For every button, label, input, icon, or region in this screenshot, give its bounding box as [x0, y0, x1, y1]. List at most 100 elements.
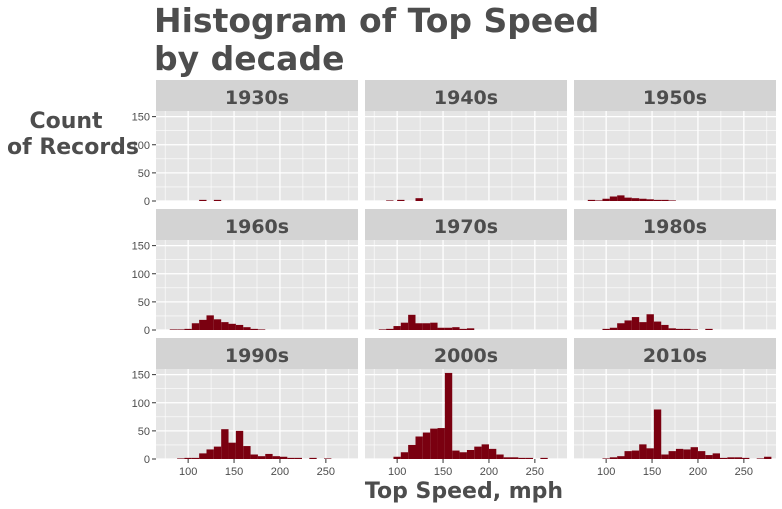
histogram-bar — [206, 315, 214, 330]
histogram-bar — [705, 455, 713, 459]
y-tick-label: 150 — [132, 370, 150, 382]
facet-panel-1940s: 1940s — [365, 80, 567, 202]
x-tick-label: 100 — [179, 466, 197, 478]
y-tick-label: 150 — [132, 241, 150, 253]
facet-strip-label: 2010s — [643, 345, 707, 367]
facet-strip — [365, 80, 567, 111]
histogram-bar — [250, 454, 258, 459]
histogram-bar — [177, 458, 185, 459]
facet-panel-2000s: 2000s 100 150 200 250 — [365, 338, 567, 478]
histogram-bar — [624, 451, 632, 459]
histogram-bar — [639, 444, 647, 459]
histogram-bar — [646, 314, 654, 330]
histogram-bar — [481, 444, 489, 459]
histogram-bar — [639, 322, 647, 330]
histogram-bar — [734, 457, 743, 459]
histogram-bar — [719, 457, 728, 459]
histogram-bar — [617, 323, 625, 330]
histogram-bar — [444, 327, 453, 330]
facet-panel-2010s: 2010s 100 150 200 250 — [574, 338, 776, 478]
facet-panel-1950s: 1950s — [574, 80, 776, 202]
histogram-bar — [646, 199, 654, 201]
histogram-bar — [624, 320, 632, 330]
histogram-bar — [690, 329, 698, 330]
facet-strip — [574, 338, 776, 369]
histogram-bar — [518, 457, 526, 459]
histogram-bar — [294, 457, 302, 459]
histogram-bar — [422, 323, 431, 330]
histogram-bar — [756, 458, 765, 459]
histogram-bar — [496, 454, 504, 459]
histogram-bar — [661, 324, 669, 330]
histogram-bar — [675, 448, 684, 459]
histogram-bar — [199, 199, 207, 201]
x-tick-label: 150 — [434, 466, 452, 478]
histogram-bar — [675, 328, 684, 330]
histogram-bar — [683, 328, 691, 330]
y-tick-label: 50 — [138, 426, 150, 438]
y-tick-label: 50 — [138, 168, 150, 180]
histogram-bar — [653, 321, 662, 330]
histogram-bar — [235, 430, 244, 459]
x-tick-label: 200 — [689, 466, 707, 478]
facet-panel-1930s: 1930s 0 50 100 150 — [132, 80, 358, 208]
y-axis-title-line-1: Count — [29, 109, 103, 134]
histogram-bar — [705, 328, 713, 330]
facet-strip — [365, 338, 567, 369]
x-tick-label: 200 — [271, 466, 289, 478]
histogram-bar — [415, 436, 423, 459]
histogram-bar — [228, 442, 236, 459]
histogram-bar — [631, 317, 640, 330]
histogram-bar — [279, 456, 288, 459]
x-tick-label: 100 — [388, 466, 406, 478]
chart-title-line-2: by decade — [154, 39, 344, 78]
histogram-bar — [742, 457, 750, 459]
x-tick-label: 100 — [597, 466, 615, 478]
histogram-bar — [452, 327, 460, 330]
y-tick-label: 0 — [144, 196, 150, 208]
histogram-bar — [257, 329, 266, 330]
histogram-bar — [408, 314, 416, 330]
histogram-bar — [683, 449, 691, 459]
histogram-bar — [199, 453, 207, 459]
histogram-bar — [235, 324, 244, 330]
histogram-bar — [474, 446, 482, 459]
histogram-bar — [386, 328, 394, 330]
histogram-bar — [661, 199, 669, 201]
histogram-bar — [397, 199, 405, 201]
histogram-bar — [400, 452, 409, 459]
facet-strip — [156, 209, 358, 240]
histogram-bar — [488, 448, 497, 459]
histogram-bar — [184, 457, 192, 459]
y-tick-label: 0 — [144, 454, 150, 466]
histogram-bar — [661, 454, 669, 459]
x-tick-label: 150 — [643, 466, 661, 478]
facet-panel-1980s: 1980s — [574, 209, 776, 331]
histogram-bar — [250, 328, 258, 330]
histogram-bar — [309, 457, 317, 459]
histogram-bar — [466, 450, 475, 459]
histogram-bar — [422, 432, 431, 459]
histogram-bar — [503, 457, 511, 459]
x-axis-title: Top Speed, mph — [365, 479, 563, 504]
histogram-bar — [609, 457, 618, 459]
facet-strip — [156, 80, 358, 111]
histogram-bar — [712, 453, 720, 459]
histogram-bar — [459, 452, 467, 459]
histogram-bar — [452, 450, 460, 459]
histogram-bar — [243, 327, 251, 330]
histogram-bar — [653, 409, 662, 459]
histogram-bar — [393, 456, 401, 459]
histogram-bar — [437, 428, 445, 459]
facet-strip — [574, 209, 776, 240]
x-tick-label: 150 — [225, 466, 243, 478]
y-tick-label: 0 — [144, 325, 150, 337]
facet-strip-label: 1960s — [225, 216, 289, 238]
facet-strip-label: 2000s — [434, 345, 498, 367]
histogram-bar — [624, 197, 632, 201]
histogram-bar — [617, 456, 625, 459]
x-tick-label: 250 — [526, 466, 544, 478]
histogram-bar — [191, 457, 200, 459]
histogram-bar — [639, 198, 647, 201]
